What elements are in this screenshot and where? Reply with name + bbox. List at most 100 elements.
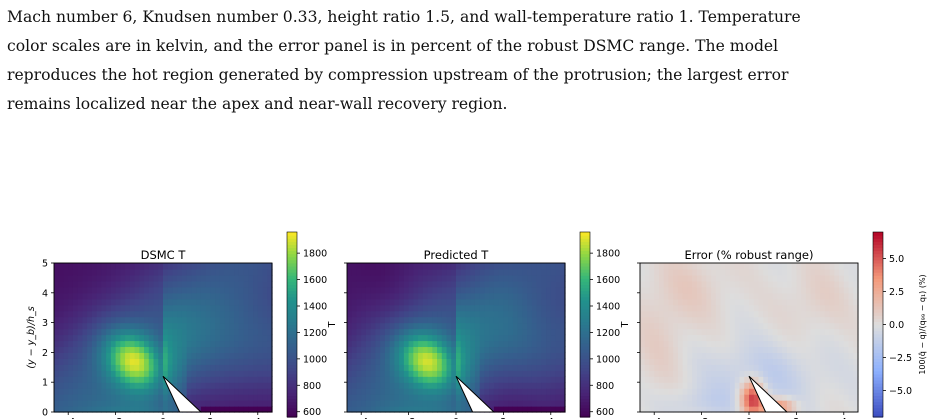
heatmap-cell bbox=[253, 292, 259, 300]
colorbar-tick-label: 800 bbox=[303, 381, 321, 392]
heatmap-cell bbox=[796, 304, 802, 312]
heatmap-cell bbox=[687, 298, 693, 306]
heatmap-cell bbox=[668, 322, 674, 330]
heatmap-cell bbox=[181, 292, 188, 300]
heatmap-cell bbox=[437, 352, 443, 359]
heatmap-cell bbox=[380, 388, 386, 395]
heatmap-cell bbox=[640, 310, 646, 318]
heatmap-cell bbox=[144, 298, 150, 306]
heatmap-cell bbox=[465, 406, 471, 413]
heatmap-cell bbox=[725, 388, 731, 395]
heatmap-cell bbox=[144, 406, 150, 413]
heatmap-cell bbox=[706, 376, 712, 383]
heatmap-cell bbox=[536, 388, 542, 395]
heatmap-cell bbox=[763, 328, 769, 336]
heatmap-cell bbox=[843, 280, 850, 288]
heatmap-cell bbox=[432, 334, 438, 342]
heatmap-cell bbox=[460, 370, 467, 377]
heatmap-cell bbox=[470, 376, 476, 383]
heatmap-cell bbox=[361, 298, 367, 306]
heatmap-cell bbox=[701, 370, 707, 377]
heatmap-cell bbox=[380, 263, 386, 270]
heatmap-cell bbox=[347, 352, 353, 359]
heatmap-cell bbox=[493, 328, 500, 336]
colorbar-segment bbox=[287, 321, 297, 326]
heatmap-cell bbox=[498, 304, 504, 312]
heatmap-cell bbox=[432, 382, 438, 389]
heatmap-cell bbox=[517, 274, 523, 282]
heatmap-cell bbox=[843, 400, 850, 407]
heatmap-cell bbox=[380, 358, 386, 365]
heatmap-cell bbox=[77, 298, 84, 306]
heatmap-cell bbox=[663, 370, 670, 377]
heatmap-cell bbox=[77, 346, 84, 353]
heatmap-cell bbox=[351, 352, 358, 359]
heatmap-cell bbox=[177, 328, 183, 336]
heatmap-cell bbox=[437, 388, 443, 395]
heatmap-cell bbox=[474, 376, 481, 383]
heatmap-cell bbox=[418, 322, 424, 330]
heatmap-cell bbox=[129, 328, 136, 336]
heatmap-cell bbox=[432, 340, 438, 348]
colorbar-segment bbox=[580, 253, 590, 258]
heatmap-cell bbox=[791, 400, 797, 407]
heatmap-cell bbox=[777, 304, 783, 312]
heatmap-cell bbox=[810, 370, 816, 377]
heatmap-cell bbox=[474, 268, 481, 276]
heatmap-cell bbox=[663, 400, 670, 407]
colorbar-tick-label: 600 bbox=[596, 407, 614, 418]
heatmap-cell bbox=[234, 382, 240, 389]
heatmap-cell bbox=[77, 334, 84, 342]
heatmap-cell bbox=[186, 263, 193, 270]
heatmap-cell bbox=[824, 268, 831, 276]
heatmap-cell bbox=[243, 298, 249, 306]
heatmap-cell bbox=[234, 406, 240, 413]
heatmap-cell bbox=[687, 400, 693, 407]
colorbar-segment bbox=[580, 330, 590, 335]
heatmap-cell bbox=[853, 322, 859, 330]
heatmap-cell bbox=[408, 298, 414, 306]
heatmap-cell bbox=[555, 346, 561, 353]
heatmap-cell bbox=[181, 358, 188, 365]
heatmap-cell bbox=[677, 263, 684, 270]
colorbar-tick-label: 800 bbox=[596, 381, 614, 392]
heatmap-cell bbox=[224, 376, 230, 383]
heatmap-cell bbox=[365, 352, 372, 359]
heatmap-cell bbox=[267, 268, 273, 276]
heatmap-cell bbox=[527, 328, 533, 336]
heatmap-cell bbox=[63, 346, 69, 353]
heatmap-cell bbox=[711, 400, 717, 407]
heatmap-cell bbox=[351, 274, 358, 282]
heatmap-cell bbox=[441, 334, 448, 342]
heatmap-cell bbox=[503, 334, 509, 342]
heatmap-cell bbox=[432, 394, 438, 401]
heatmap-cell bbox=[243, 364, 249, 371]
heatmap-cell bbox=[734, 352, 741, 359]
heatmap-cell bbox=[106, 388, 112, 395]
heatmap-cell bbox=[550, 346, 557, 353]
heatmap-cell bbox=[243, 263, 249, 270]
heatmap-cell bbox=[489, 328, 495, 336]
heatmap-cell bbox=[351, 286, 358, 294]
heatmap-cell bbox=[560, 400, 566, 407]
heatmap-cell bbox=[801, 316, 807, 324]
heatmap-cell bbox=[791, 310, 797, 318]
heatmap-cell bbox=[522, 298, 528, 306]
heatmap-cell bbox=[370, 322, 377, 330]
heatmap-cell bbox=[644, 364, 651, 371]
heatmap-cell bbox=[763, 298, 769, 306]
heatmap-cell bbox=[384, 310, 391, 318]
heatmap-cell bbox=[848, 382, 854, 389]
heatmap-cell bbox=[753, 298, 760, 306]
heatmap-cell bbox=[77, 263, 84, 270]
heatmap-cell bbox=[177, 310, 183, 318]
heatmap-cell bbox=[772, 364, 779, 371]
heatmap-cell bbox=[782, 370, 788, 377]
heatmap-cell bbox=[210, 316, 216, 324]
heatmap-cell bbox=[649, 388, 655, 395]
heatmap-cell bbox=[418, 286, 424, 294]
heatmap-cell bbox=[489, 394, 495, 401]
heatmap-cell bbox=[191, 388, 197, 395]
heatmap-cell bbox=[72, 316, 79, 324]
heatmap-cell bbox=[687, 394, 693, 401]
